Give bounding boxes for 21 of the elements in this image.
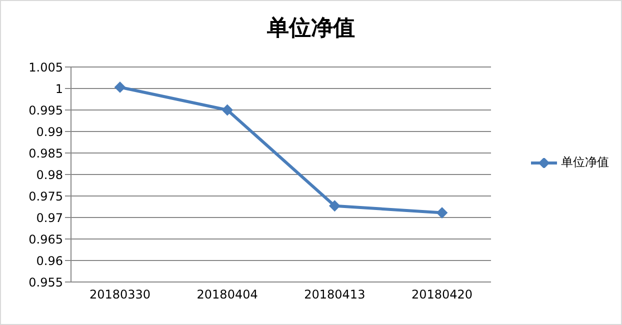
x-tick-label: 20180330 xyxy=(89,288,151,302)
x-tick-label: 20180404 xyxy=(196,288,258,302)
point xyxy=(222,104,233,116)
y-tick-label: 0.975 xyxy=(28,189,63,204)
y-tick-label: 0.96 xyxy=(36,254,63,268)
y-tick-label: 0.985 xyxy=(28,146,63,160)
y-tick-label: 1.005 xyxy=(28,60,63,74)
y-tick-label: 1 xyxy=(55,82,63,96)
y-tick-label: 0.965 xyxy=(28,232,63,246)
point xyxy=(329,200,340,212)
x-tick-label: 20180413 xyxy=(304,288,366,302)
chart-title: 单位净值 xyxy=(266,14,356,43)
y-tick-label: 0.955 xyxy=(28,275,63,290)
point xyxy=(436,207,448,218)
y-tick-label: 0.97 xyxy=(36,210,63,225)
x-tick-label: 20180420 xyxy=(411,288,473,302)
y-tick-label: 0.995 xyxy=(28,103,63,118)
y-tick-label: 0.99 xyxy=(36,124,63,139)
legend-label: 单位净值 xyxy=(561,154,609,171)
y-tick-label: 0.98 xyxy=(36,168,63,182)
point xyxy=(114,82,126,93)
